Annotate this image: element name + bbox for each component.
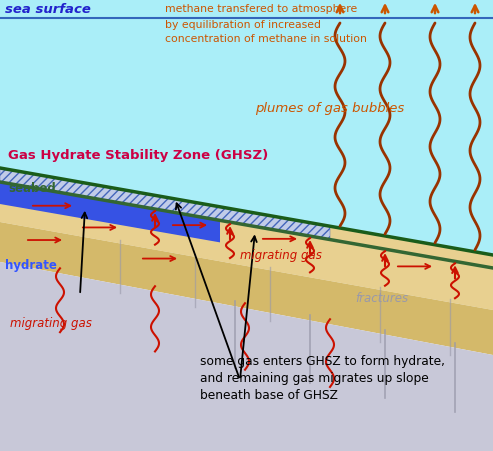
Text: methane transfered to atmosphere: methane transfered to atmosphere [165, 4, 357, 14]
Polygon shape [0, 222, 493, 355]
Text: by equilibration of increased: by equilibration of increased [165, 20, 321, 30]
Polygon shape [0, 168, 493, 310]
Polygon shape [0, 262, 493, 451]
Text: hydrate: hydrate [5, 259, 57, 272]
Text: migrating gas: migrating gas [240, 249, 322, 262]
Text: concentration of methane in solution: concentration of methane in solution [165, 34, 367, 44]
Text: seabed: seabed [8, 182, 56, 195]
Polygon shape [0, 0, 493, 18]
Polygon shape [0, 18, 493, 255]
Polygon shape [0, 182, 220, 242]
Text: fractures: fractures [355, 292, 408, 305]
Polygon shape [0, 168, 330, 239]
Text: migrating gas: migrating gas [10, 317, 92, 330]
Text: Gas Hydrate Stability Zone (GHSZ): Gas Hydrate Stability Zone (GHSZ) [8, 149, 268, 162]
Text: sea surface: sea surface [5, 3, 91, 16]
Text: some gas enters GHSZ to form hydrate,
and remaining gas migrates up slope
beneat: some gas enters GHSZ to form hydrate, an… [200, 355, 445, 402]
Text: plumes of gas bubbles: plumes of gas bubbles [255, 102, 404, 115]
